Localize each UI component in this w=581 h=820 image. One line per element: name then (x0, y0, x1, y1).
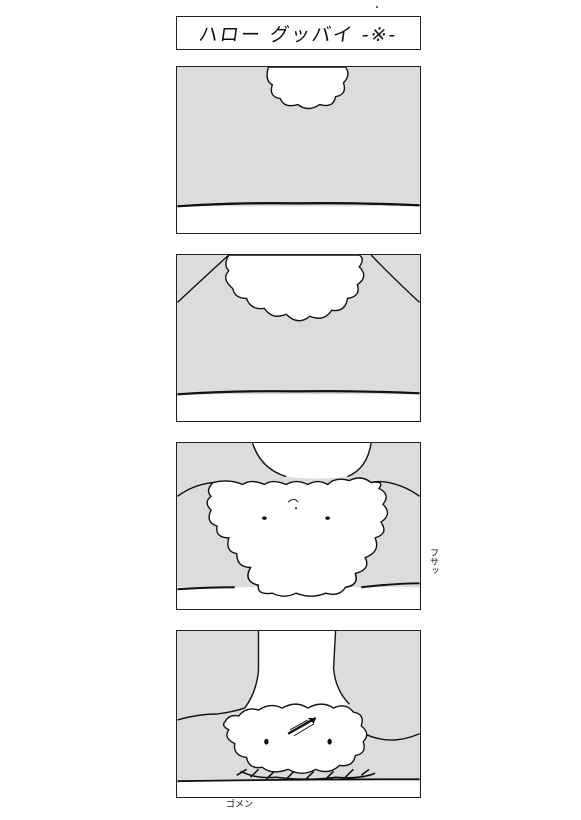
comic-panel-2 (176, 254, 421, 422)
comic-title-box: ハロー グッバイ -※- (176, 16, 421, 50)
comic-panel-4 (176, 630, 421, 798)
cloud-shape (266, 67, 349, 110)
horizon-line (177, 390, 420, 396)
trunk-left (251, 443, 287, 478)
branch-left (177, 707, 245, 721)
panel-1-drawing (177, 67, 420, 233)
right-eye (325, 516, 331, 520)
trunk-fill (244, 631, 350, 713)
trunk-fill (252, 443, 372, 479)
trunk-left (244, 631, 260, 709)
stray-dot (376, 6, 378, 8)
panel-3-drawing (177, 443, 420, 609)
panel-2-drawing (177, 255, 420, 421)
foliage-shape (225, 255, 365, 322)
tree-trunk-right-edge (370, 255, 420, 303)
fallen-foliage (206, 477, 389, 597)
comic-panel-3 (176, 442, 421, 610)
comic-panel-1 (176, 66, 421, 234)
trunk-right (347, 443, 372, 478)
horizon-left (177, 586, 235, 591)
horizon-right (361, 582, 420, 589)
ground-area (177, 206, 420, 233)
right-eye (327, 738, 332, 745)
horizon-line (177, 778, 420, 783)
ground-area (177, 394, 420, 421)
left-eye (264, 738, 269, 745)
sound-effect-gomen: ゴメン (226, 800, 254, 810)
fallen-foliage (222, 703, 368, 774)
small-mark (287, 498, 299, 503)
ground-area (177, 587, 420, 609)
branch-right (364, 733, 420, 741)
left-eye (262, 516, 267, 520)
comic-title: ハロー グッバイ -※- (197, 23, 400, 46)
ground-area (177, 781, 420, 797)
trunk-right (332, 631, 350, 705)
arrow-head (307, 717, 316, 724)
tree-trunk-left-edge (177, 255, 230, 303)
panel-4-drawing (177, 631, 420, 797)
sound-effect-fusa: フサッ (428, 548, 438, 575)
